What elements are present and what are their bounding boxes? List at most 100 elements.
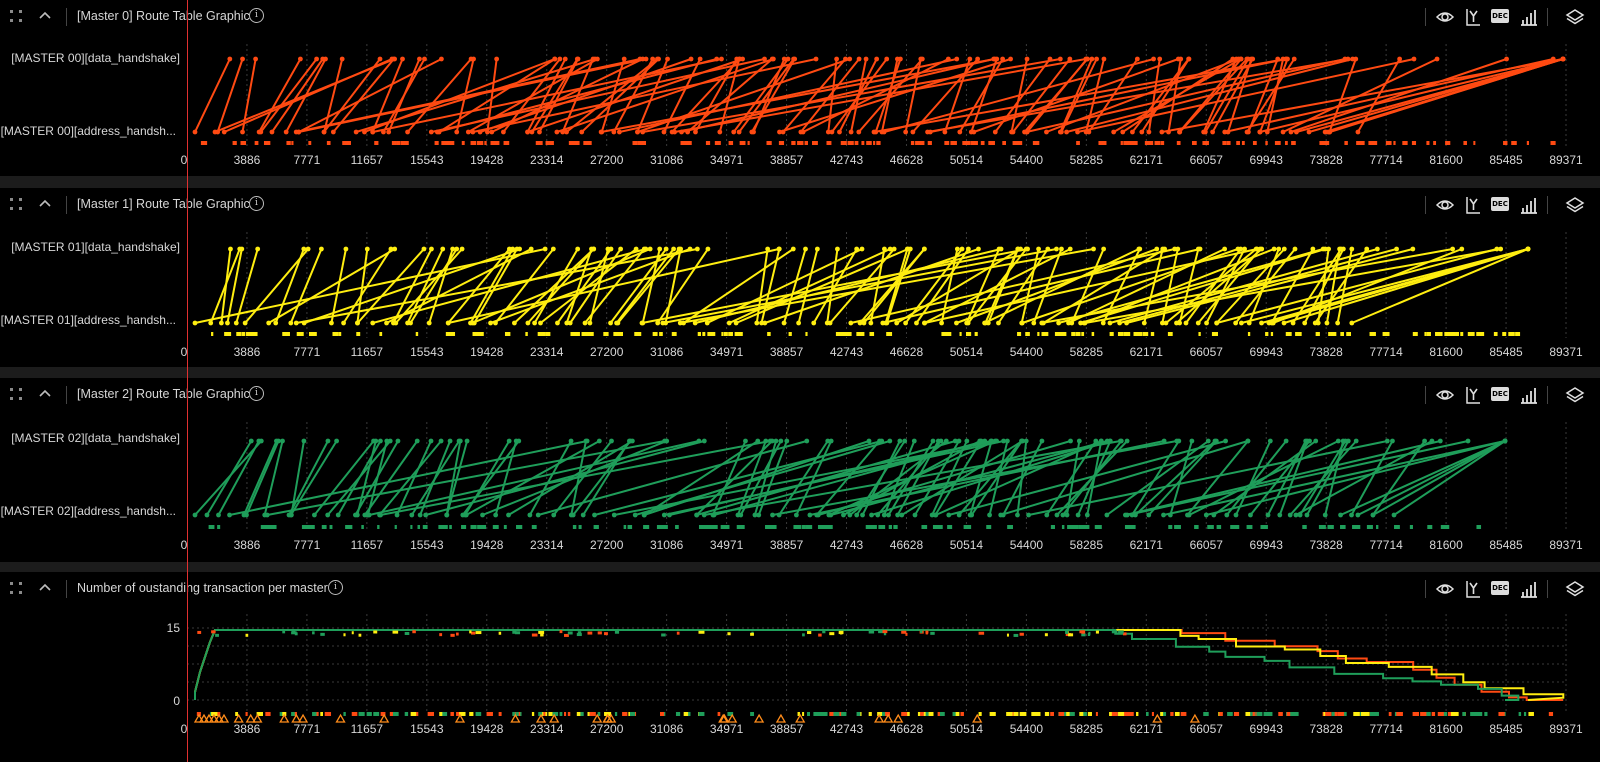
collapse-chevron-icon[interactable] bbox=[38, 9, 52, 23]
data-point bbox=[301, 438, 307, 444]
dec-format-icon[interactable]: DEC bbox=[1491, 9, 1509, 23]
y-axis-icon[interactable] bbox=[1463, 8, 1483, 26]
handshake-line bbox=[1357, 58, 1401, 133]
layers-icon[interactable] bbox=[1565, 196, 1585, 214]
activity-marker bbox=[531, 712, 535, 716]
activity-marker bbox=[1111, 712, 1118, 716]
activity-marker bbox=[232, 141, 237, 145]
data-point bbox=[1353, 438, 1359, 444]
data-point bbox=[1394, 246, 1399, 252]
activity-marker bbox=[1120, 141, 1123, 145]
data-point bbox=[1004, 438, 1010, 444]
data-point bbox=[1238, 246, 1244, 252]
bar-chart-icon[interactable] bbox=[1519, 386, 1539, 404]
activity-marker bbox=[1154, 141, 1161, 145]
activity-marker bbox=[1440, 525, 1446, 529]
outstanding-chart[interactable]: 15 0 0 3886 7771 11657 15543 19428 23314 27200 3… bbox=[0, 572, 1600, 762]
handshake-line bbox=[612, 58, 654, 133]
eye-icon[interactable] bbox=[1435, 580, 1455, 598]
address-point bbox=[570, 512, 576, 518]
handshake-line bbox=[364, 58, 556, 133]
data-point bbox=[657, 246, 663, 252]
address-point bbox=[793, 512, 799, 518]
activity-marker bbox=[989, 141, 995, 145]
address-point bbox=[738, 512, 744, 518]
layers-icon[interactable] bbox=[1565, 8, 1585, 26]
handshake-line bbox=[527, 58, 743, 133]
address-point bbox=[1370, 512, 1376, 518]
data-point bbox=[1374, 246, 1380, 252]
handshake-line bbox=[368, 440, 700, 516]
layers-icon[interactable] bbox=[1565, 580, 1585, 598]
handshake-line bbox=[561, 58, 595, 133]
collapse-chevron-icon[interactable] bbox=[38, 581, 52, 595]
data-point bbox=[992, 438, 998, 444]
bar-chart-icon[interactable] bbox=[1519, 196, 1539, 214]
time-cursor[interactable] bbox=[187, 0, 188, 762]
info-icon[interactable]: i bbox=[249, 8, 264, 23]
dec-format-icon[interactable]: DEC bbox=[1491, 581, 1509, 595]
handshake-line bbox=[965, 248, 1000, 324]
route-chart[interactable]: [MASTER 00][data_handshake] [MASTER 00][… bbox=[0, 0, 1600, 176]
drag-handle-icon[interactable] bbox=[10, 582, 22, 594]
collapse-chevron-icon[interactable] bbox=[38, 387, 52, 401]
route-chart[interactable]: [MASTER 02][data_handshake] [MASTER 02][… bbox=[0, 378, 1600, 562]
address-point bbox=[726, 320, 732, 326]
info-icon[interactable]: i bbox=[328, 580, 343, 595]
dec-format-icon[interactable]: DEC bbox=[1491, 387, 1509, 401]
activity-marker bbox=[802, 633, 805, 637]
data-point bbox=[626, 438, 632, 444]
address-point bbox=[759, 320, 764, 326]
handshake-line bbox=[896, 248, 1022, 324]
y-axis-icon[interactable] bbox=[1463, 580, 1483, 598]
eye-icon[interactable] bbox=[1435, 196, 1455, 214]
handshake-line bbox=[1062, 440, 1123, 516]
y-axis-icon[interactable] bbox=[1463, 196, 1483, 214]
drag-handle-icon[interactable] bbox=[10, 198, 22, 210]
handshake-line bbox=[915, 248, 970, 324]
activity-marker bbox=[345, 141, 351, 145]
data-point bbox=[664, 438, 670, 444]
x-tick-label: 50514 bbox=[950, 538, 984, 552]
eye-icon[interactable] bbox=[1435, 386, 1455, 404]
activity-marker bbox=[1444, 332, 1451, 336]
data-point bbox=[736, 56, 742, 62]
address-point bbox=[1100, 320, 1106, 326]
route-chart[interactable]: [MASTER 01][data_handshake] [MASTER 01][… bbox=[0, 188, 1600, 367]
address-point bbox=[394, 512, 400, 518]
drag-handle-icon[interactable] bbox=[10, 10, 22, 22]
address-point bbox=[1123, 512, 1128, 518]
eye-icon[interactable] bbox=[1435, 8, 1455, 26]
y-axis-icon[interactable] bbox=[1463, 386, 1483, 404]
data-point bbox=[297, 56, 303, 62]
data-point bbox=[506, 246, 512, 252]
activity-marker bbox=[1245, 712, 1251, 716]
activity-marker bbox=[972, 141, 978, 145]
info-icon[interactable]: i bbox=[249, 196, 264, 211]
address-point bbox=[354, 320, 360, 326]
info-icon[interactable]: i bbox=[249, 386, 264, 401]
activity-marker bbox=[459, 712, 466, 716]
divider bbox=[1425, 8, 1426, 26]
activity-marker bbox=[470, 525, 477, 529]
data-point bbox=[959, 246, 965, 252]
activity-marker bbox=[1122, 632, 1127, 636]
bar-chart-icon[interactable] bbox=[1519, 8, 1539, 26]
activity-marker bbox=[959, 332, 962, 336]
collapse-chevron-icon[interactable] bbox=[38, 197, 52, 211]
bar-chart-icon[interactable] bbox=[1519, 580, 1539, 598]
activity-marker bbox=[1431, 712, 1436, 716]
handshake-line bbox=[737, 440, 767, 516]
data-point bbox=[897, 438, 903, 444]
x-tick-label: 27200 bbox=[590, 722, 624, 736]
divider bbox=[1547, 386, 1548, 404]
drag-handle-icon[interactable] bbox=[10, 388, 22, 400]
activity-marker bbox=[1170, 712, 1174, 716]
handshake-line bbox=[271, 58, 324, 133]
activity-marker bbox=[217, 525, 221, 529]
address-point bbox=[312, 512, 317, 518]
dec-format-icon[interactable]: DEC bbox=[1491, 197, 1509, 211]
activity-marker bbox=[1050, 712, 1054, 716]
data-point bbox=[1118, 438, 1124, 444]
layers-icon[interactable] bbox=[1565, 386, 1585, 404]
